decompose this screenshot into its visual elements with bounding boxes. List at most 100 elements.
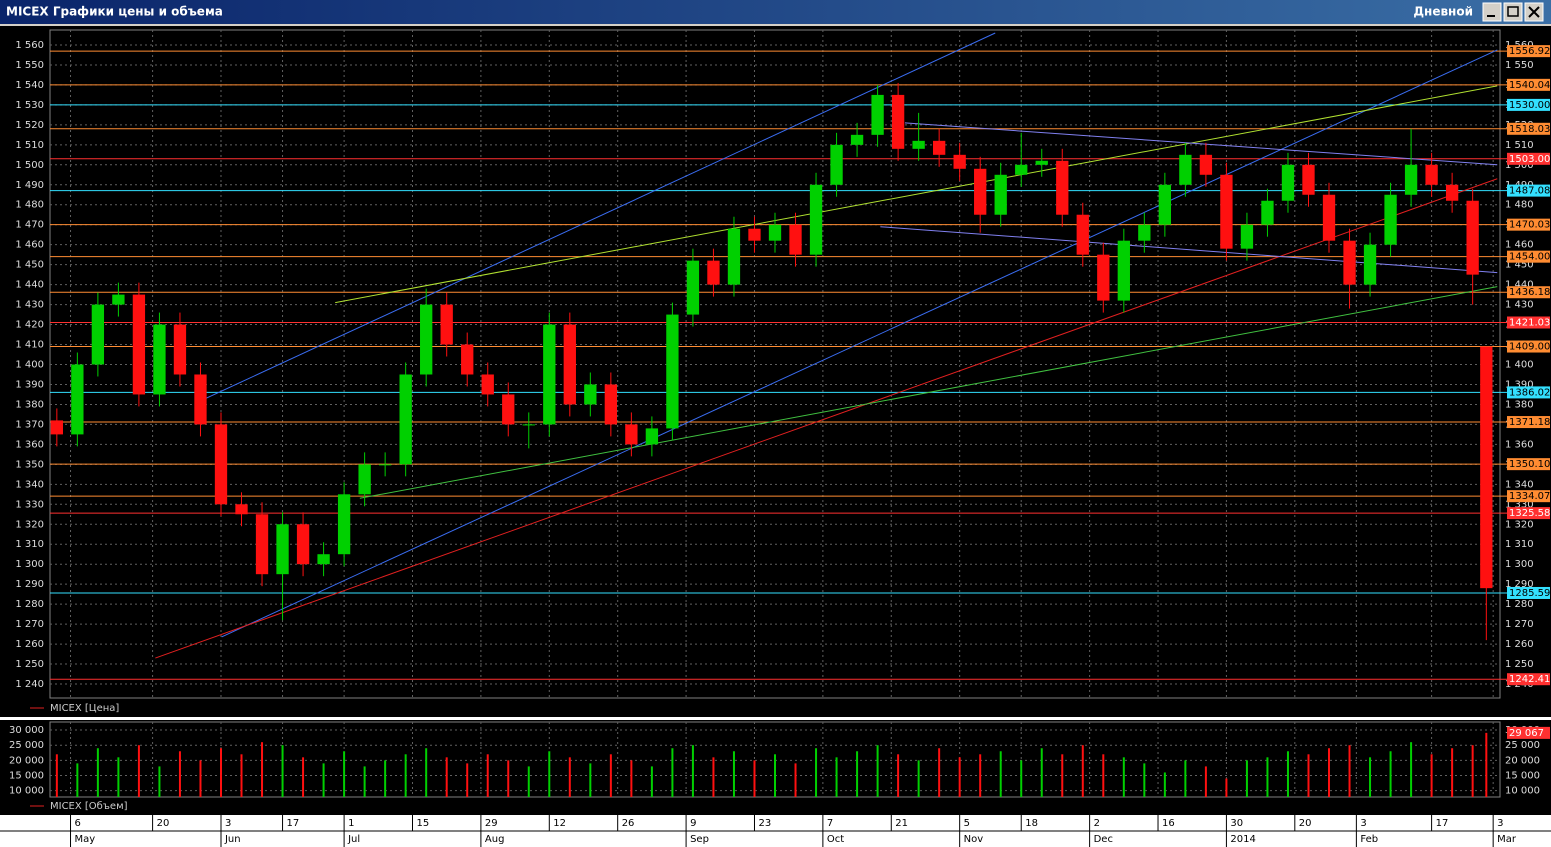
level-tag xyxy=(1507,250,1550,263)
y-tick-label: 1 440 xyxy=(15,280,44,291)
y-tick-label: 25 000 xyxy=(9,740,44,751)
candle-body xyxy=(1179,154,1192,185)
candle-body xyxy=(768,224,782,241)
y-tick-label-right: 1 400 xyxy=(1505,360,1534,371)
candle-body xyxy=(543,324,556,425)
candle-body xyxy=(1480,346,1493,589)
candle-body xyxy=(1302,164,1315,195)
level-label: 1470.03 xyxy=(1509,220,1550,231)
month-label: Jun xyxy=(224,834,241,845)
y-tick-label-right: 25 000 xyxy=(1505,740,1540,751)
level-label: 1518.03 xyxy=(1509,124,1550,135)
candle-body xyxy=(789,224,802,255)
period-selector[interactable]: Дневной xyxy=(1413,5,1473,19)
level-label: 1503.00 xyxy=(1509,154,1550,165)
y-tick-label-right: 1 460 xyxy=(1505,240,1534,251)
level-tag xyxy=(1507,726,1550,739)
y-tick-label: 1 550 xyxy=(15,60,44,71)
y-tick-label: 1 380 xyxy=(15,399,44,410)
candle-body xyxy=(1281,164,1295,201)
candle-body xyxy=(850,134,864,145)
title-bar xyxy=(0,0,1551,24)
trend-line xyxy=(155,178,1498,659)
y-tick-label-right: 1 440 xyxy=(1505,280,1534,291)
candle-body xyxy=(830,144,843,185)
y-tick-label-right: 1 340 xyxy=(1505,479,1534,490)
candle-body xyxy=(1076,214,1089,255)
level-tag xyxy=(1507,98,1550,111)
y-tick-label-right: 1 250 xyxy=(1505,659,1534,670)
candle-body xyxy=(461,344,474,375)
candle-body xyxy=(91,304,105,365)
x-tick-label: 26 xyxy=(622,818,635,829)
level-label: 1334.07 xyxy=(1509,491,1550,502)
candle-body xyxy=(1363,244,1377,285)
price-panel xyxy=(0,26,1551,700)
level-tag xyxy=(1507,286,1550,299)
candle-body xyxy=(871,94,884,135)
y-tick-label-right: 1 500 xyxy=(1505,160,1534,171)
y-tick-label-right: 15 000 xyxy=(1505,770,1540,781)
candle-body xyxy=(276,524,289,575)
y-tick-label-right: 1 390 xyxy=(1505,379,1534,390)
candle-body xyxy=(214,424,228,505)
candle-body xyxy=(50,420,63,435)
x-tick-label: 5 xyxy=(964,818,970,829)
x-tick-label: 17 xyxy=(287,818,300,829)
maximize-button[interactable] xyxy=(1503,2,1523,22)
x-tick-label: 1 xyxy=(348,818,354,829)
month-label: Oct xyxy=(827,834,844,845)
level-tag xyxy=(1507,416,1550,429)
x-tick-label: 17 xyxy=(1436,818,1449,829)
window-buttons xyxy=(1482,2,1544,22)
candle-body xyxy=(1117,240,1130,301)
y-tick-label-right: 1 270 xyxy=(1505,619,1534,630)
level-label: 1540.04 xyxy=(1509,80,1550,91)
candle-body xyxy=(235,504,248,515)
month-label: Dec xyxy=(1094,834,1113,845)
level-label: 1285.59 xyxy=(1509,588,1550,599)
y-tick-label-right: 1 290 xyxy=(1505,579,1534,590)
y-tick-label: 1 320 xyxy=(15,519,44,530)
candle-body xyxy=(255,514,269,575)
level-label: 1421.03 xyxy=(1509,318,1550,329)
month-label: 2014 xyxy=(1230,834,1255,845)
level-tag xyxy=(1507,507,1550,520)
candle-body xyxy=(563,324,576,405)
level-label: 1350.10 xyxy=(1509,459,1550,470)
y-tick-label: 1 420 xyxy=(15,320,44,331)
candle-body xyxy=(1199,154,1213,175)
trend-line xyxy=(359,286,1498,499)
y-tick-label: 1 500 xyxy=(15,160,44,171)
y-tick-label: 1 300 xyxy=(15,559,44,570)
y-tick-label: 1 560 xyxy=(15,40,44,51)
minimize-button[interactable] xyxy=(1482,2,1502,22)
level-label: 1487.08 xyxy=(1509,186,1550,197)
candle-body xyxy=(173,324,187,375)
candle-body xyxy=(604,384,618,425)
candle-body xyxy=(994,174,1007,215)
x-tick-label: 7 xyxy=(827,818,833,829)
candle-body xyxy=(912,140,925,149)
x-tick-label: 3 xyxy=(225,818,231,829)
candle-body xyxy=(522,424,535,426)
candle-body xyxy=(953,154,966,169)
y-tick-label: 1 470 xyxy=(15,220,44,231)
y-tick-label: 1 540 xyxy=(15,80,44,91)
volume-legend-bar xyxy=(0,798,1551,815)
candle-body xyxy=(932,140,946,155)
month-label: Sep xyxy=(690,834,709,845)
candle-body xyxy=(1240,224,1254,249)
y-tick-label-right: 1 380 xyxy=(1505,399,1534,410)
x-tick-label: 23 xyxy=(758,818,771,829)
y-tick-label: 20 000 xyxy=(9,755,44,766)
candle-body xyxy=(1404,164,1418,195)
y-tick-label: 1 260 xyxy=(15,639,44,650)
y-tick-label: 10 000 xyxy=(9,786,44,797)
candle-body xyxy=(71,364,84,435)
y-tick-label: 1 400 xyxy=(15,360,44,371)
level-tag xyxy=(1507,152,1550,165)
candle-body xyxy=(891,94,905,149)
candle-body xyxy=(296,524,310,565)
